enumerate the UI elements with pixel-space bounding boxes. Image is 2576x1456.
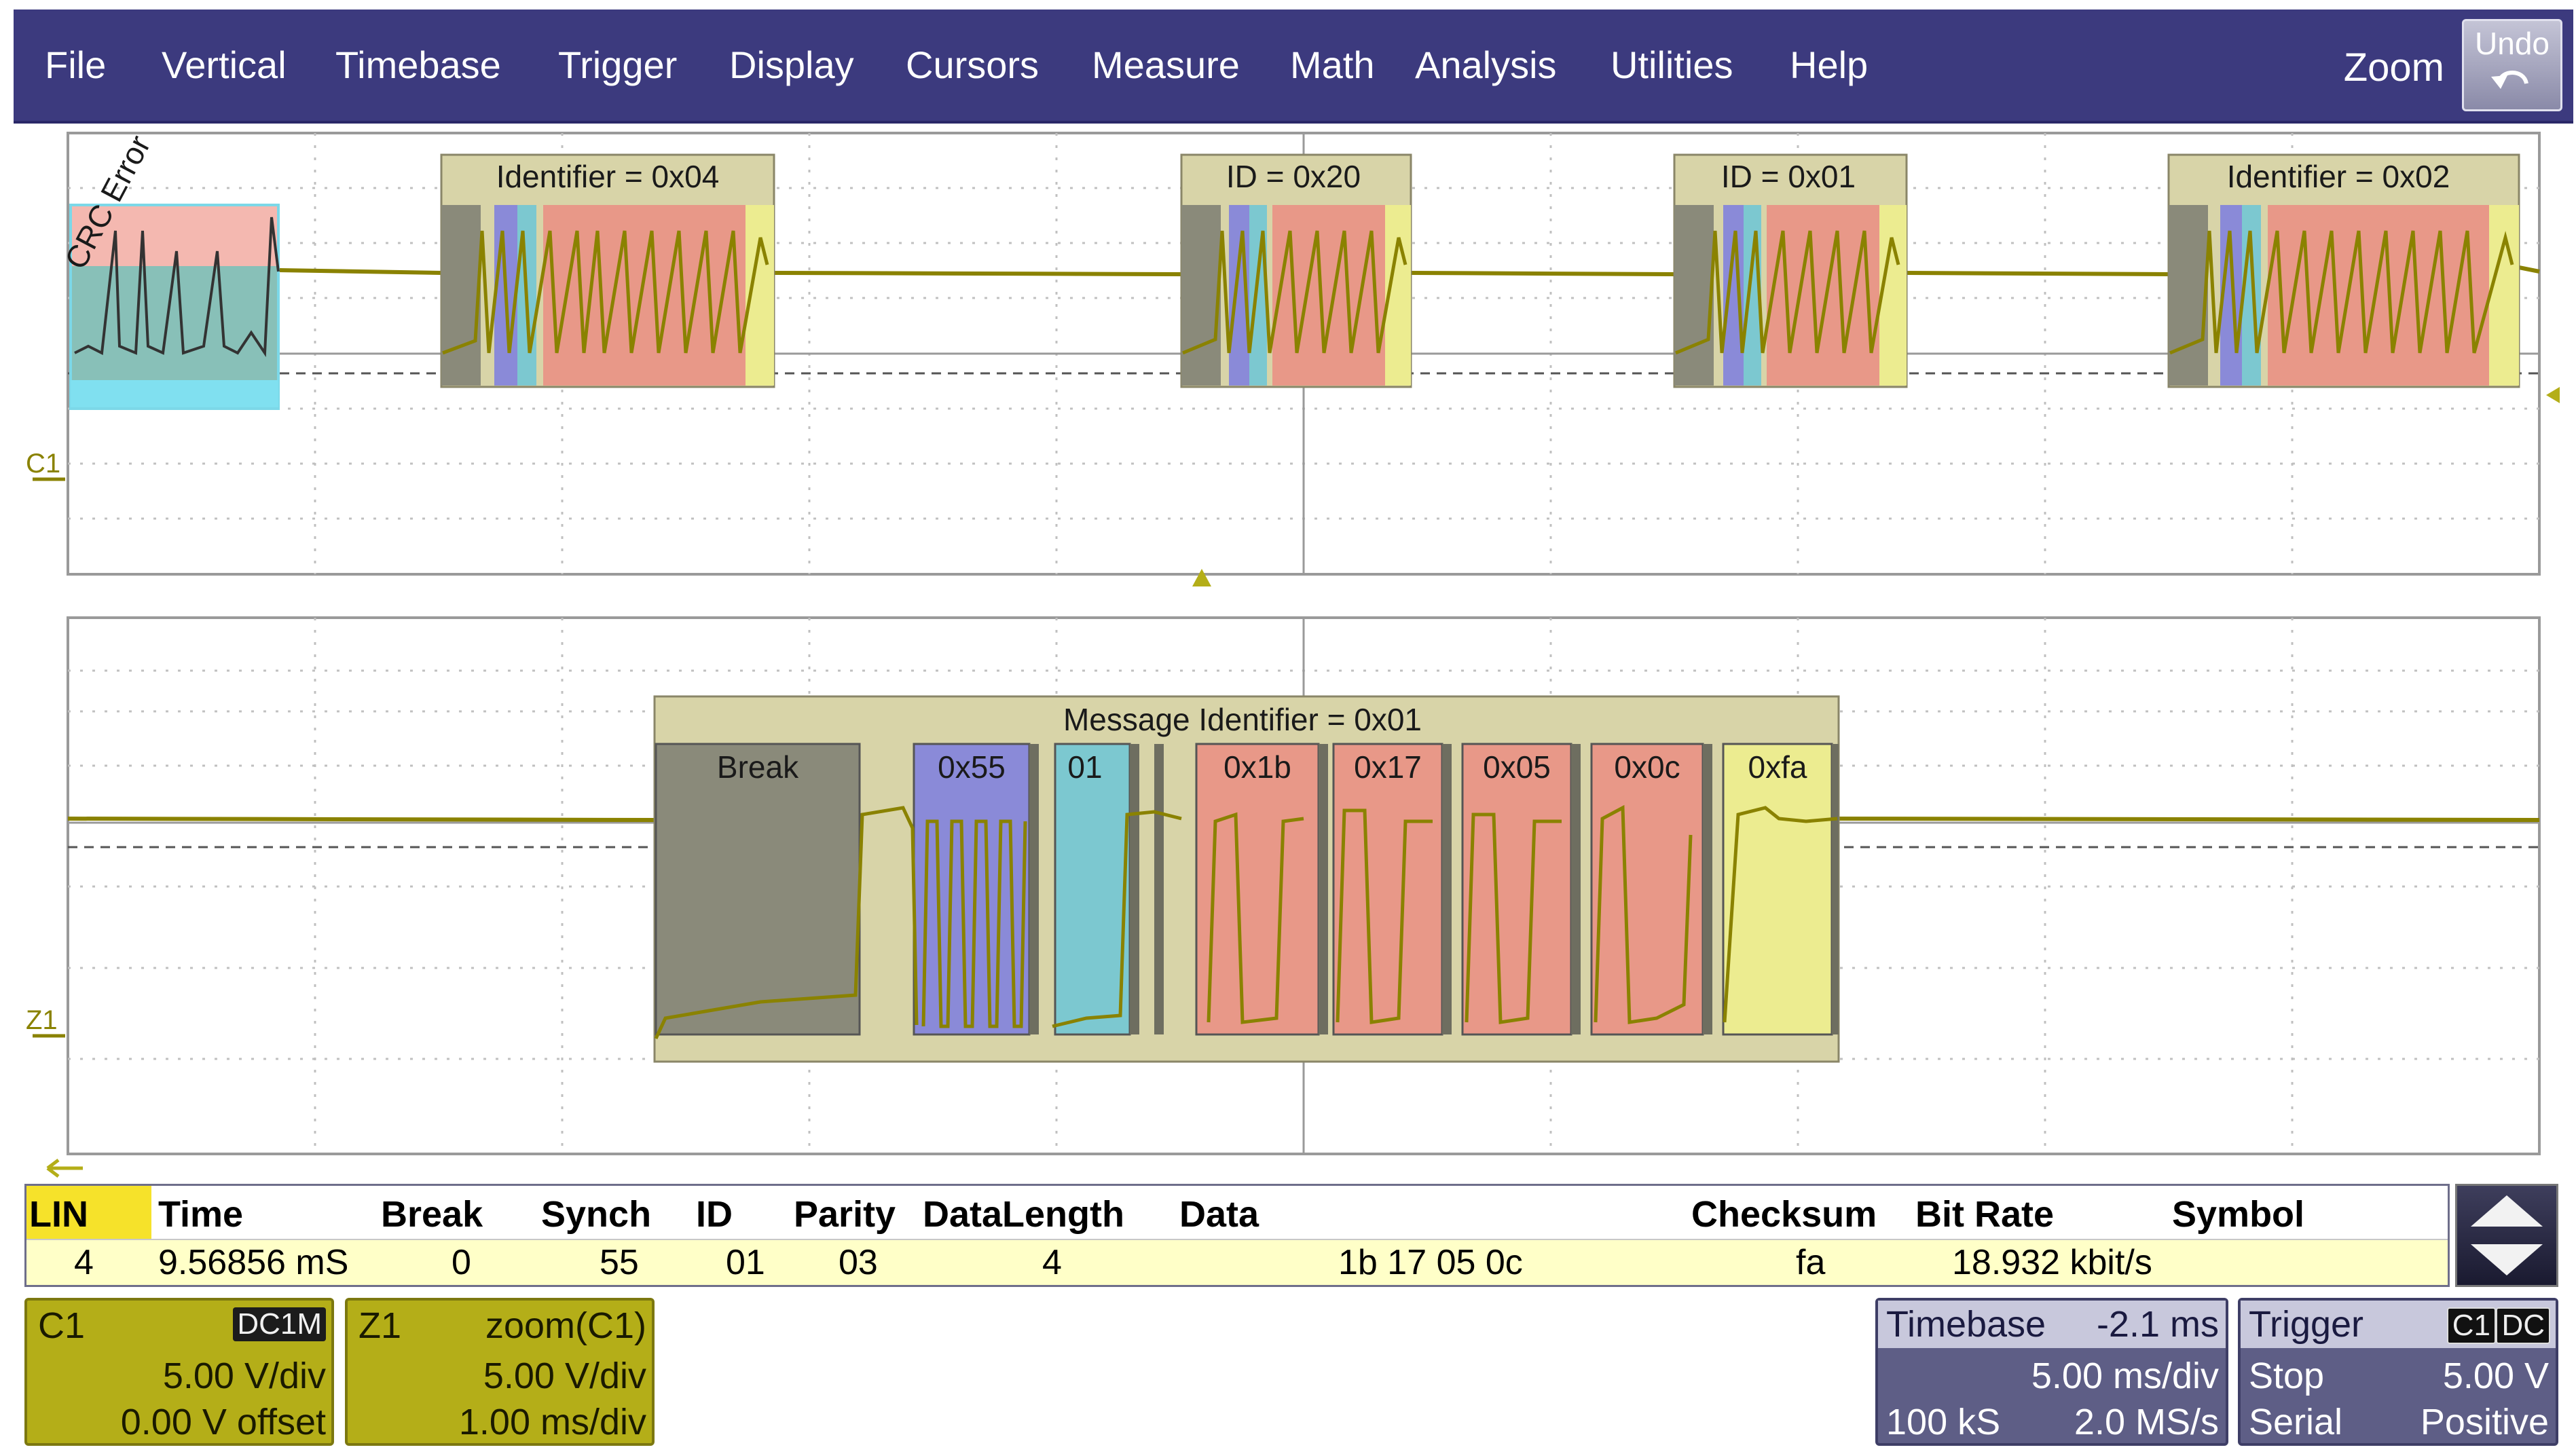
col-id[interactable]: ID bbox=[696, 1194, 733, 1235]
field-data-0-label: 0x1b bbox=[1223, 749, 1291, 785]
z1-scale: 5.00 V/div bbox=[483, 1356, 646, 1396]
zoom-button[interactable]: Zoom bbox=[2343, 45, 2444, 90]
col-symbol[interactable]: Symbol bbox=[2172, 1194, 2305, 1235]
message-identifier-label: Message Identifier = 0x01 bbox=[1063, 702, 1422, 737]
cell-time: 9.56856 mS bbox=[158, 1243, 349, 1282]
trigger-mode: Stop bbox=[2249, 1356, 2325, 1396]
field-data-3 bbox=[1590, 743, 1704, 1036]
lin-decode-table[interactable]: LIN Time Break Synch ID Parity DataLengt… bbox=[24, 1184, 2450, 1287]
z1-zoom-grid[interactable]: Message Identifier = 0x01 Break 0x55 01 … bbox=[0, 611, 2576, 1168]
c1-trace-grid[interactable]: CRC Error Identifier = 0x04 ID = 0x20 bbox=[0, 129, 2576, 591]
field-data-0 bbox=[1195, 743, 1320, 1036]
menu-bar: File Vertical Timebase Trigger Display C… bbox=[14, 10, 2573, 124]
cell-synch: 55 bbox=[600, 1243, 639, 1282]
c1-scale: 5.00 V/div bbox=[162, 1356, 326, 1396]
col-lin[interactable]: LIN bbox=[29, 1194, 88, 1235]
undo-button[interactable]: Undo bbox=[2462, 19, 2562, 111]
field-data-3-label: 0x0c bbox=[1614, 749, 1680, 785]
trigger-level: 5.00 V bbox=[2442, 1356, 2549, 1396]
cell-bit-rate: 18.932 kbit/s bbox=[1952, 1243, 2152, 1282]
cell-parity: 03 bbox=[839, 1243, 878, 1282]
trigger-position-marker bbox=[1192, 569, 1211, 586]
menu-file[interactable]: File bbox=[45, 43, 107, 86]
z1-timebase: 1.00 ms/div bbox=[458, 1402, 646, 1442]
field-id-label: 01 bbox=[1067, 749, 1102, 785]
col-datalength[interactable]: DataLength bbox=[923, 1194, 1124, 1235]
up-down-arrow-icon bbox=[2471, 1195, 2543, 1275]
menu-cursors[interactable]: Cursors bbox=[906, 43, 1039, 86]
c1-descriptor[interactable]: C1 DC1M 5.00 V/div 0.00 V offset bbox=[24, 1298, 334, 1446]
c1-offset: 0.00 V offset bbox=[120, 1402, 326, 1442]
undo-label: Undo bbox=[2475, 26, 2550, 61]
z1-channel-marker: Z1 bbox=[26, 1005, 58, 1035]
trigger-coupling-badge: DC bbox=[2496, 1307, 2550, 1344]
col-parity[interactable]: Parity bbox=[794, 1194, 896, 1235]
trigger-slope: Positive bbox=[2420, 1402, 2549, 1442]
field-id bbox=[1054, 743, 1131, 1036]
field-checksum bbox=[1722, 743, 1833, 1036]
c1-name: C1 bbox=[38, 1305, 86, 1346]
undo-arrow-icon bbox=[2491, 71, 2528, 89]
field-data-1-label: 0x17 bbox=[1354, 749, 1422, 785]
cell-datalength: 4 bbox=[1042, 1243, 1062, 1282]
upper-frame-1-label: Identifier = 0x04 bbox=[496, 159, 720, 194]
lin-header-highlight bbox=[26, 1186, 151, 1239]
menu-measure[interactable]: Measure bbox=[1092, 43, 1240, 86]
col-break[interactable]: Break bbox=[381, 1194, 483, 1235]
trigger-level-marker bbox=[2546, 387, 2560, 403]
menu-math[interactable]: Math bbox=[1290, 43, 1375, 86]
menu-help[interactable]: Help bbox=[1790, 43, 1869, 86]
timebase-samples: 100 kS bbox=[1886, 1402, 2001, 1442]
timebase-rate: 2.0 MS/s bbox=[2074, 1402, 2219, 1442]
field-sync-label: 0x55 bbox=[938, 749, 1006, 785]
field-break-label: Break bbox=[717, 749, 799, 785]
upper-frame-3[interactable]: ID = 0x01 bbox=[1673, 153, 1908, 388]
menu-utilities[interactable]: Utilities bbox=[1611, 43, 1733, 86]
cell-id: 01 bbox=[726, 1243, 765, 1282]
col-data[interactable]: Data bbox=[1179, 1194, 1259, 1235]
upper-frame-2[interactable]: ID = 0x20 bbox=[1180, 153, 1412, 388]
cell-checksum: fa bbox=[1796, 1243, 1826, 1282]
z1-descriptor[interactable]: Z1 zoom(C1) 5.00 V/div 1.00 ms/div bbox=[345, 1298, 655, 1446]
trigger-source-badge: C1 bbox=[2446, 1307, 2496, 1344]
table-scroll-button[interactable] bbox=[2455, 1184, 2558, 1287]
col-checksum[interactable]: Checksum bbox=[1691, 1194, 1877, 1235]
menu-display[interactable]: Display bbox=[729, 43, 854, 86]
field-data-2-label: 0x05 bbox=[1483, 749, 1551, 785]
c1-coupling-badge: DC1M bbox=[233, 1307, 326, 1341]
table-header: LIN Time Break Synch ID Parity DataLengt… bbox=[26, 1186, 2448, 1240]
field-data-2 bbox=[1461, 743, 1572, 1036]
upper-frame-2-label: ID = 0x20 bbox=[1226, 159, 1361, 194]
field-checksum-label: 0xfa bbox=[1748, 749, 1807, 785]
trigger-type: Serial bbox=[2249, 1402, 2343, 1442]
field-break bbox=[655, 743, 861, 1036]
col-bit-rate[interactable]: Bit Rate bbox=[1915, 1194, 2055, 1235]
menu-vertical[interactable]: Vertical bbox=[162, 43, 287, 86]
timebase-scale: 5.00 ms/div bbox=[2031, 1356, 2219, 1396]
upper-frame-1[interactable]: Identifier = 0x04 bbox=[440, 153, 775, 388]
cell-lin: 4 bbox=[74, 1243, 94, 1282]
upper-frame-3-label: ID = 0x01 bbox=[1721, 159, 1856, 194]
cell-break: 0 bbox=[452, 1243, 471, 1282]
scroll-left-arrow-icon[interactable] bbox=[45, 1157, 86, 1180]
c1-channel-marker: C1 bbox=[26, 449, 60, 479]
cell-data: 1b 17 05 0c bbox=[1338, 1243, 1523, 1282]
field-data-1 bbox=[1332, 743, 1443, 1036]
timebase-descriptor[interactable]: Timebase -2.1 ms 5.00 ms/div 100 kS 2.0 … bbox=[1875, 1298, 2228, 1446]
menu-analysis[interactable]: Analysis bbox=[1415, 43, 1557, 86]
trigger-label: Trigger bbox=[2249, 1304, 2364, 1345]
z1-name: Z1 bbox=[358, 1305, 402, 1346]
timebase-header bbox=[1878, 1301, 2226, 1348]
timebase-delay: -2.1 ms bbox=[2096, 1304, 2219, 1345]
col-time[interactable]: Time bbox=[158, 1194, 244, 1235]
z1-source: zoom(C1) bbox=[485, 1305, 646, 1346]
menu-trigger[interactable]: Trigger bbox=[558, 43, 678, 86]
col-synch[interactable]: Synch bbox=[541, 1194, 652, 1235]
trigger-descriptor[interactable]: Trigger C1 DC Stop 5.00 V Serial Positiv… bbox=[2238, 1298, 2558, 1446]
upper-frame-4-label: Identifier = 0x02 bbox=[2227, 159, 2450, 194]
upper-frame-4[interactable]: Identifier = 0x02 bbox=[2167, 153, 2520, 388]
menu-timebase[interactable]: Timebase bbox=[335, 43, 501, 86]
zoom-message-frame[interactable]: Message Identifier = 0x01 Break 0x55 01 … bbox=[653, 695, 1840, 1063]
timebase-label: Timebase bbox=[1886, 1304, 2046, 1345]
